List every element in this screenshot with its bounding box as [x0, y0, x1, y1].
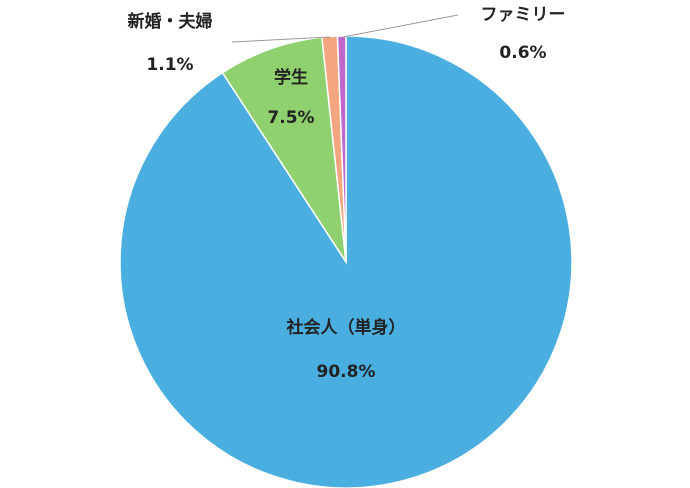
- value-label: 0.6%: [499, 43, 546, 63]
- leader-line: [231, 36, 331, 43]
- slice-label: 学生: [274, 67, 308, 88]
- slice-label: ファミリー: [481, 5, 566, 25]
- slice-label: 社会人（単身）: [286, 317, 406, 338]
- leader-line: [342, 14, 459, 38]
- slice-label: 新婚・夫婦: [128, 11, 213, 32]
- value-label: 7.5%: [267, 108, 314, 128]
- value-label: 90.8%: [317, 362, 376, 382]
- value-label: 1.1%: [146, 55, 193, 75]
